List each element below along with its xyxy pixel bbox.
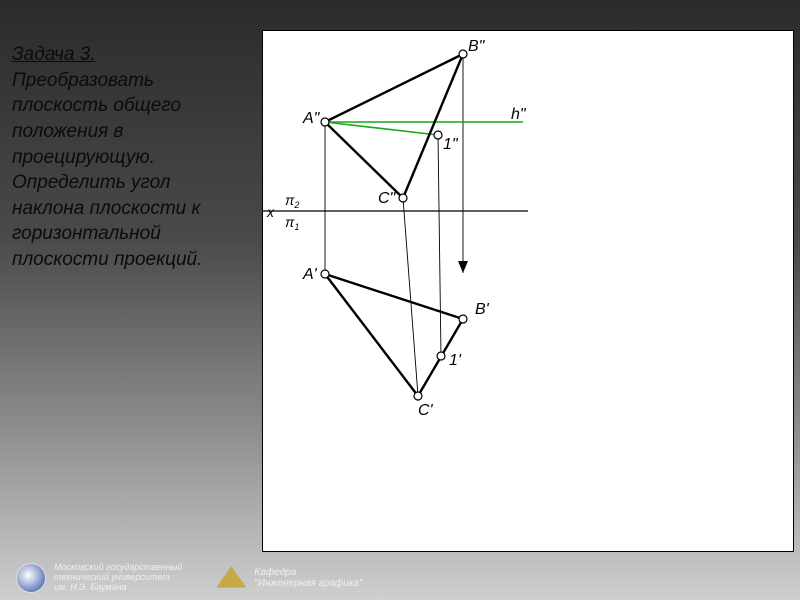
footer: Московский государственный технический у…: [0, 556, 800, 600]
diagram-frame: x π2 π1 A" B" C" 1" A' B' C' 1' h": [262, 30, 794, 552]
svg-text:B": B": [468, 38, 486, 55]
svg-text:C": C": [378, 190, 397, 207]
task-title: Задача 3.: [12, 44, 96, 65]
svg-text:π2: π2: [285, 192, 299, 210]
chair-logo-icon: [216, 566, 246, 590]
task-text: Задача 3. Преобразовать плоскость общего…: [12, 42, 222, 273]
bmstu-logo-icon: [16, 563, 46, 593]
svg-text:B': B': [475, 301, 490, 318]
svg-text:1': 1': [449, 352, 462, 369]
svg-text:A": A": [302, 110, 321, 127]
footer-org2-l2: "Инженерная графика": [254, 578, 362, 589]
svg-text:C': C': [418, 402, 434, 419]
svg-text:x: x: [266, 204, 275, 220]
footer-org1-l3: им. Н.Э. Баумана: [54, 583, 182, 593]
task-body: Преобразовать плоскость общего положения…: [12, 70, 202, 270]
slide-stage: Задача 3. Преобразовать плоскость общего…: [0, 0, 800, 600]
footer-org1: Московский государственный технический у…: [54, 563, 182, 593]
diagram-svg: x π2 π1 A" B" C" 1" A' B' C' 1' h": [263, 31, 793, 551]
footer-org2: Кафедра "Инженерная графика": [254, 567, 362, 589]
svg-text:1": 1": [443, 136, 459, 153]
svg-text:A': A': [302, 266, 318, 283]
svg-text:π1: π1: [285, 214, 299, 232]
footer-org2-l1: Кафедра: [254, 567, 362, 578]
svg-text:h": h": [511, 106, 527, 123]
